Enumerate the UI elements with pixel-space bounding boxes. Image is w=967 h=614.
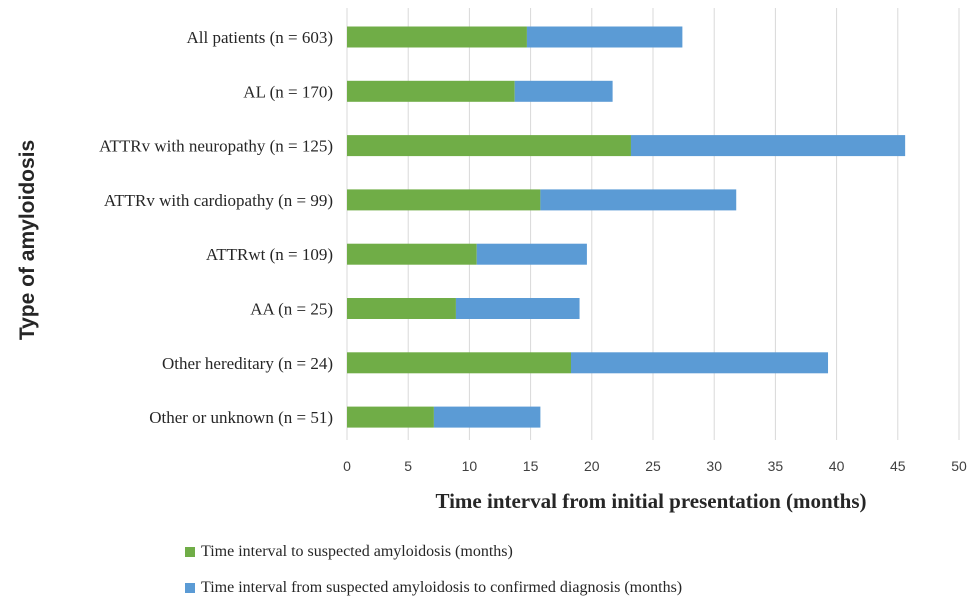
bar-confirmed [570, 352, 829, 374]
category-label: ATTRv with cardiopathy (n = 99) [104, 191, 333, 210]
stacked-bar-chart: All patients (n = 603) AL (n = 170) ATTRv … [16, 8, 967, 513]
x-tick-label: 0 [343, 458, 351, 474]
category-label: ATTRwt (n = 109) [206, 245, 333, 264]
legend: Time interval to suspected amyloidosis (… [185, 542, 682, 614]
legend-swatch-green [185, 547, 195, 557]
bar-confirmed [630, 135, 906, 157]
legend-item-confirmed: Time interval from suspected amyloidosis… [185, 578, 682, 598]
category-label: AL (n = 170) [243, 82, 333, 101]
x-tick-label: 30 [706, 458, 722, 474]
y-axis-title: Type of amyloidosis [16, 140, 39, 340]
category-label: ATTRv with neuropathy (n = 125) [99, 137, 333, 156]
category-label: Other hereditary (n = 24) [162, 354, 333, 373]
x-tick-label: 15 [523, 458, 539, 474]
bar-suspected [347, 352, 571, 374]
bar-confirmed [540, 189, 737, 211]
category-label: AA (n = 25) [250, 300, 333, 319]
bar-confirmed [514, 80, 613, 102]
gridlines [346, 8, 960, 440]
bar-confirmed [476, 243, 587, 265]
category-labels: All patients (n = 603) AL (n = 170) ATTRv … [99, 28, 333, 427]
x-tick-label: 25 [645, 458, 661, 474]
bar-confirmed [433, 406, 541, 428]
category-label: All patients (n = 603) [186, 28, 333, 47]
x-tick-label: 20 [584, 458, 600, 474]
bar-suspected [347, 26, 527, 48]
x-axis-title: Time interval from initial presentation … [435, 489, 866, 513]
bar-confirmed [455, 298, 580, 319]
x-tick-label: 50 [951, 458, 967, 474]
bar-suspected [347, 189, 541, 211]
bar-suspected [347, 243, 477, 265]
x-tick-labels: 0 5 10 15 20 25 30 35 40 45 50 [343, 458, 967, 474]
bar-segments [347, 26, 906, 428]
x-tick-label: 45 [890, 458, 906, 474]
bar-suspected [347, 406, 434, 428]
bar-suspected [347, 298, 456, 319]
category-label: Other or unknown (n = 51) [149, 408, 333, 427]
legend-label: Time interval from suspected amyloidosis… [201, 579, 683, 596]
bar-confirmed [526, 26, 683, 48]
bar-suspected [347, 80, 515, 102]
x-tick-label: 5 [404, 458, 412, 474]
bar-suspected [347, 135, 631, 157]
legend-label: Time interval to suspected amyloidosis (… [201, 543, 513, 560]
x-tick-label: 35 [768, 458, 784, 474]
x-tick-label: 10 [462, 458, 478, 474]
legend-item-suspected: Time interval to suspected amyloidosis (… [185, 542, 682, 562]
legend-swatch-blue [185, 583, 195, 593]
x-tick-label: 40 [829, 458, 845, 474]
